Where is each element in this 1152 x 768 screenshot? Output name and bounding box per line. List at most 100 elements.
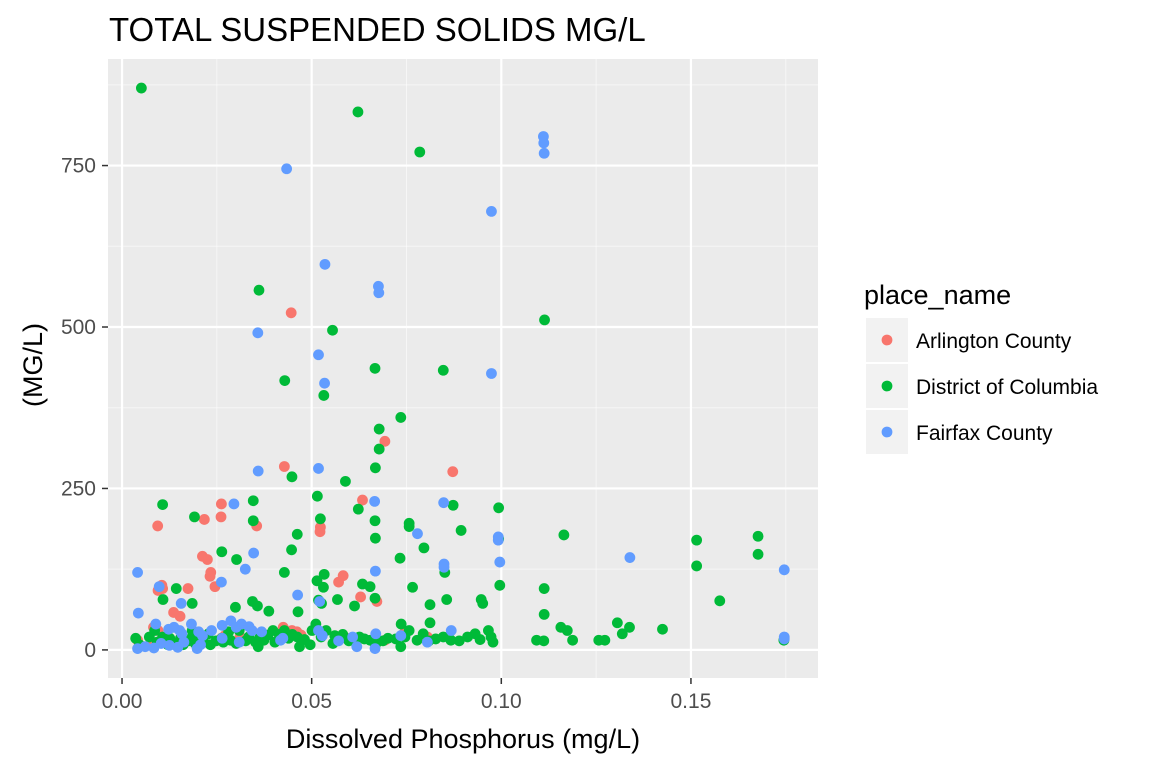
point-fairfax-county [486,368,497,379]
point-district-of-columbia [349,600,360,612]
point-district-of-columbia [340,475,351,487]
point-fairfax-county [239,563,251,575]
point-district-of-columbia [252,641,264,653]
legend: place_name Arlington County District of C… [864,280,1098,454]
legend-title: place_name [864,280,1011,310]
point-arlington-county [215,511,227,523]
x-tick-label: 0.05 [291,690,332,713]
point-arlington-county [204,570,216,582]
point-fairfax-county [369,565,381,577]
point-district-of-columbia [616,628,628,640]
point-district-of-columbia [278,567,290,578]
point-fairfax-county [132,567,143,578]
point-district-of-columbia [311,490,323,502]
point-district-of-columbia [304,639,316,651]
point-arlington-county [278,461,290,472]
point-district-of-columbia [567,634,579,646]
point-district-of-columbia [403,521,415,532]
point-district-of-columbia [494,579,506,591]
point-fairfax-county [347,631,359,643]
point-district-of-columbia [318,390,330,401]
point-fairfax-county [313,349,324,361]
point-district-of-columbia [394,552,406,564]
point-district-of-columbia [395,618,407,630]
point-district-of-columbia [538,583,550,594]
legend-key-dot [881,426,893,438]
point-district-of-columbia [477,598,489,609]
point-fairfax-county [486,206,497,217]
y-tick-label: 0 [84,639,96,662]
y-axis-title: (MG/L) [18,323,48,407]
point-fairfax-county [319,258,331,270]
point-district-of-columbia [186,598,198,609]
y-tick-label: 750 [61,155,96,178]
point-district-of-columbia [263,605,275,617]
point-district-of-columbia [364,581,376,593]
x-axis-ticks: 0.00 0.05 0.10 0.15 [102,678,712,713]
point-fairfax-county [369,643,381,655]
point-district-of-columbia [539,314,550,326]
point-district-of-columbia [424,599,436,611]
point-fairfax-county [778,633,790,645]
point-fairfax-county [445,625,457,636]
point-fairfax-county [370,628,382,640]
point-district-of-columbia [561,625,573,636]
point-fairfax-county [281,163,293,175]
y-tick-label: 500 [61,316,96,339]
point-district-of-columbia [205,639,216,651]
point-arlington-county [198,514,210,525]
legend-key-dot [881,380,893,392]
point-district-of-columbia [714,595,726,607]
point-arlington-county [314,526,326,538]
point-arlington-county [152,520,164,532]
legend-key-dot [881,334,893,346]
point-fairfax-county [624,552,636,563]
point-district-of-columbia [453,635,465,647]
point-district-of-columbia [474,634,486,645]
point-fairfax-county [164,639,175,651]
point-fairfax-county [333,635,344,647]
point-fairfax-county [178,636,190,648]
point-fairfax-county [228,498,240,510]
point-district-of-columbia [247,495,259,507]
point-fairfax-county [186,618,197,630]
point-district-of-columbia [538,635,550,647]
point-fairfax-county [256,626,268,638]
point-district-of-columbia [418,542,430,554]
plot-panel [108,59,818,678]
point-district-of-columbia [189,511,200,523]
point-fairfax-county [139,641,151,653]
point-district-of-columbia [373,443,385,455]
point-district-of-columbia [493,502,505,514]
point-district-of-columbia [414,146,426,158]
point-fairfax-county [412,528,423,540]
point-district-of-columbia [437,364,449,376]
point-fairfax-county [316,630,328,642]
point-fairfax-county [438,561,450,573]
x-axis-title: Dissolved Phosphorus (mg/L) [286,724,640,754]
point-arlington-county [182,583,194,594]
point-district-of-columbia [225,634,236,646]
point-fairfax-county [216,619,228,631]
point-district-of-columbia [487,636,499,648]
point-district-of-columbia [279,375,291,387]
point-district-of-columbia [369,462,381,474]
x-tick-label: 0.15 [671,690,712,713]
data-points [130,82,790,655]
point-fairfax-county [538,147,550,159]
point-fairfax-county [155,638,167,649]
legend-label: District of Columbia [916,376,1098,399]
point-district-of-columbia [407,581,418,593]
y-axis-ticks: 0 250 500 750 [61,155,108,662]
point-fairfax-county [195,639,206,651]
point-fairfax-county [421,636,433,648]
point-district-of-columbia [231,554,242,565]
point-fairfax-county [438,497,450,509]
x-tick-label: 0.10 [481,690,522,713]
point-district-of-columbia [314,513,326,525]
point-district-of-columbia [538,608,550,620]
point-fairfax-county [252,465,264,477]
point-district-of-columbia [170,583,182,594]
point-fairfax-county [314,596,326,607]
